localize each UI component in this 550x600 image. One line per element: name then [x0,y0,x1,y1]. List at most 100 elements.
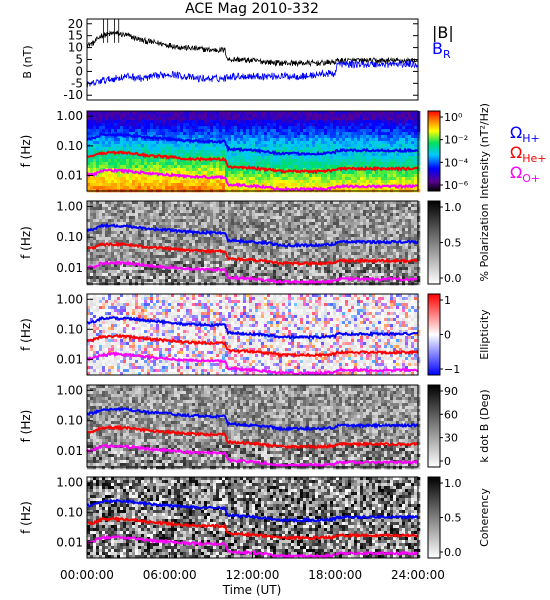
legend-omega-h-symbol: Ω [510,123,522,142]
gyro-line-2 [86,259,419,285]
legend-omega-he-sub: He+ [522,152,546,165]
time-tick-label-1: 06:00:00 [143,568,197,582]
panel-ellip: 1.00 0.10 0.01 f (Hz) 1 0 −1 Ellipticity [19,292,491,376]
colorbar-tick-label-2: 30 [444,432,458,445]
time-tick-label-3: 18:00:00 [308,568,362,582]
legend-br-sub: R [443,48,451,61]
colorbar-label-kdotb: k dot B (Deg) [478,389,491,462]
colorbar-ellip [427,293,441,376]
panel-frame-kdotb [86,384,419,468]
b-ytick-label-0: 20 [68,17,83,31]
panel-ylabel-polar: f (Hz) [19,226,33,259]
chart-title: ACE Mag 2010-332 [185,1,319,17]
heatmap-kdotb [87,385,421,470]
colorbar-label-intensity: Intensity (nT²/Hz) [478,103,491,199]
colorbar-label-coher: Coherency [478,488,491,547]
gyro-line-0 [86,131,419,156]
gyro-lines-ellip [86,315,419,376]
freq-tick-label-2: 0.01 [56,261,83,275]
gyro-line-0 [86,406,419,432]
time-axis-ticks: 00:00:00 06:00:00 12:00:00 18:00:00 24:00:00 [60,552,445,582]
panel-polar: 1.00 0.10 0.01 f (Hz) 1.0 0.5 0.0 % Polarizatio… [19,199,491,286]
colorbar-coher [427,476,441,559]
colorbar-intensity [427,110,441,192]
colorbar-tick-label-2: 0.0 [444,272,462,285]
freq-tick-label-2: 0.01 [56,169,83,183]
legend-abs-b: |B| [432,23,454,42]
panel-intensity: 1.00 0.10 0.01 f (Hz) 10⁰ 10⁻² 10⁻⁴ 10⁻⁶ Intensi… [19,103,491,199]
colorbar-tick-label-1: 60 [444,408,458,421]
colorbar-tick-label-2: −1 [444,363,460,376]
gyro-line-2 [86,350,419,376]
panel-kdotb: 1.00 0.10 0.01 f (Hz) 90 60 30 0 k dot B (Deg) [19,383,491,470]
b-field-lines [86,19,419,90]
time-tick-label-4: 24:00:00 [391,568,445,582]
legend-br-label: B [432,39,443,58]
legend-omega-he-symbol: Ω [510,143,522,162]
freq-tick-label-1: 0.10 [56,322,83,336]
colorbar-tick-label-2: 0.0 [444,546,462,559]
gyro-legend: ΩH+ ΩHe+ ΩO+ [510,123,547,185]
gyro-line-1 [86,150,419,175]
gyro-lines-kdotb [86,406,419,468]
heatmap-coher [87,477,421,559]
freq-tick-label-1: 0.10 [56,505,83,519]
gyro-lines-polar [86,222,419,285]
b-ytick-label-2: 10 [68,41,83,55]
b-series-line-0 [86,30,419,68]
b-ytick-label-6: -10 [63,88,83,102]
b-panel-ylabel: B (nT) [21,45,34,78]
panel-ylabel-intensity: f (Hz) [19,135,33,168]
gyro-line-0 [86,498,419,524]
panel-coher: 1.00 0.10 0.01 f (Hz) 1.0 0.5 0.0 Coherency [19,475,491,559]
panel-frame-intensity [86,110,419,192]
colorbar-tick-label-1: 0 [444,329,451,342]
time-tick-label-0: 00:00:00 [60,568,114,582]
colorbar-polar [427,200,441,285]
colorbar-tick-label-1: 10⁻² [444,134,468,147]
b-ytick-label-5: -5 [71,76,83,90]
freq-tick-label-0: 1.00 [56,109,83,123]
gyro-line-1 [86,424,419,450]
legend-omega-h: ΩH+ [510,123,540,145]
legend-br: BR [432,39,451,61]
panel-ylabel-ellip: f (Hz) [19,318,33,351]
freq-tick-label-1: 0.10 [56,139,83,153]
b-ytick-label-1: 15 [68,29,83,43]
b-ytick-label-3: 5 [75,53,83,67]
freq-tick-label-0: 1.00 [56,199,83,213]
panel-ylabel-coher: f (Hz) [19,501,33,534]
freq-tick-label-1: 0.10 [56,230,83,244]
freq-tick-label-2: 0.01 [56,535,83,549]
colorbar-tick-label-2: 10⁻⁴ [444,156,469,169]
colorbar-tick-label-1: 0.5 [444,237,462,250]
colorbar-tick-label-0: 1.0 [444,477,462,490]
freq-tick-label-0: 1.00 [56,383,83,397]
colorbar-tick-label-0: 90 [444,385,458,398]
panel-ylabel-kdotb: f (Hz) [19,410,33,443]
colorbar-tick-label-0: 1.0 [444,201,462,214]
b-ytick-label-4: 0 [75,64,83,78]
time-tick-label-2: 12:00:00 [226,568,280,582]
time-axis-label: Time (UT) [222,583,282,597]
colorbar-kdotb [427,384,441,468]
colorbar-tick-label-3: 10⁻⁶ [444,179,469,192]
freq-tick-label-2: 0.01 [56,444,83,458]
colorbar-tick-label-0: 1 [444,294,451,307]
gyro-line-1 [86,240,419,267]
gyro-line-2 [86,167,419,193]
gyro-line-0 [86,315,419,341]
freq-tick-label-1: 0.10 [56,414,83,428]
panel-frame-ellip [86,293,419,376]
legend-omega-o-sub: O+ [522,172,540,185]
freq-tick-label-0: 1.00 [56,292,83,306]
colorbar-label-polar: % Polarization [478,204,491,282]
colorbar-tick-label-1: 0.5 [444,512,462,525]
gyro-line-0 [86,222,419,249]
colorbar-label-ellip: Ellipticity [478,309,491,360]
gyro-lines-intensity [86,131,419,193]
